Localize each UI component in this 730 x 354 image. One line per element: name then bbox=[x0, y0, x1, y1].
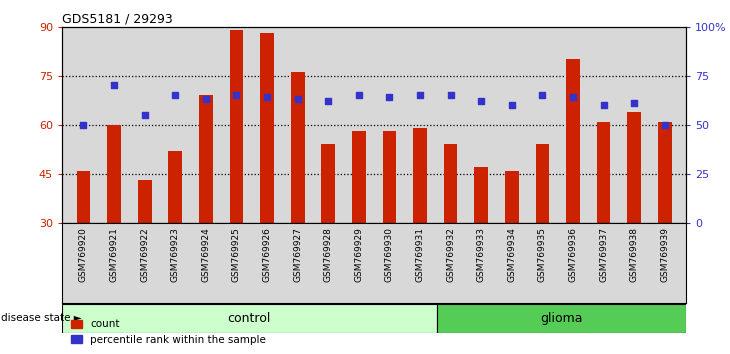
Text: GSM769929: GSM769929 bbox=[354, 227, 364, 282]
Text: GSM769935: GSM769935 bbox=[538, 227, 547, 282]
Point bbox=[323, 98, 334, 104]
Text: GSM769937: GSM769937 bbox=[599, 227, 608, 282]
Bar bbox=[199, 95, 212, 223]
Text: GSM769928: GSM769928 bbox=[323, 227, 333, 282]
Point bbox=[629, 100, 640, 106]
Text: GSM769927: GSM769927 bbox=[293, 227, 302, 282]
Text: GSM769932: GSM769932 bbox=[446, 227, 455, 282]
Point bbox=[353, 92, 365, 98]
Bar bbox=[107, 125, 121, 223]
Text: glioma: glioma bbox=[540, 312, 583, 325]
Point bbox=[169, 92, 181, 98]
Text: GSM769920: GSM769920 bbox=[79, 227, 88, 282]
Point bbox=[231, 92, 242, 98]
Bar bbox=[658, 121, 672, 223]
Bar bbox=[413, 128, 427, 223]
Bar bbox=[444, 144, 458, 223]
Text: control: control bbox=[228, 312, 271, 325]
Bar bbox=[260, 33, 274, 223]
Text: GSM769925: GSM769925 bbox=[232, 227, 241, 282]
Text: disease state ►: disease state ► bbox=[1, 313, 82, 323]
Text: GSM769921: GSM769921 bbox=[110, 227, 118, 282]
Point bbox=[598, 102, 610, 108]
Text: GSM769933: GSM769933 bbox=[477, 227, 485, 282]
Text: GSM769936: GSM769936 bbox=[569, 227, 577, 282]
Bar bbox=[566, 59, 580, 223]
Text: GSM769930: GSM769930 bbox=[385, 227, 394, 282]
Text: GSM769926: GSM769926 bbox=[263, 227, 272, 282]
Point bbox=[414, 92, 426, 98]
Bar bbox=[138, 181, 152, 223]
Point bbox=[475, 98, 487, 104]
Bar bbox=[229, 30, 243, 223]
Point bbox=[383, 95, 395, 100]
Point bbox=[506, 102, 518, 108]
Bar bbox=[383, 131, 396, 223]
Point bbox=[445, 92, 456, 98]
Point bbox=[292, 96, 304, 102]
Bar bbox=[352, 131, 366, 223]
Bar bbox=[627, 112, 641, 223]
Bar bbox=[62, 304, 437, 333]
Point bbox=[108, 82, 120, 88]
Text: GSM769939: GSM769939 bbox=[660, 227, 669, 282]
Bar bbox=[536, 144, 549, 223]
Bar bbox=[474, 167, 488, 223]
Bar bbox=[505, 171, 519, 223]
Legend: count, percentile rank within the sample: count, percentile rank within the sample bbox=[67, 315, 270, 349]
Point bbox=[200, 96, 212, 102]
Point bbox=[567, 95, 579, 100]
Bar bbox=[437, 304, 686, 333]
Bar bbox=[291, 73, 304, 223]
Point bbox=[77, 122, 89, 128]
Text: GSM769931: GSM769931 bbox=[415, 227, 425, 282]
Text: GSM769934: GSM769934 bbox=[507, 227, 516, 282]
Bar bbox=[321, 144, 335, 223]
Text: GSM769923: GSM769923 bbox=[171, 227, 180, 282]
Text: GSM769938: GSM769938 bbox=[630, 227, 639, 282]
Bar bbox=[169, 151, 182, 223]
Bar bbox=[596, 121, 610, 223]
Text: GSM769922: GSM769922 bbox=[140, 227, 149, 282]
Point bbox=[659, 122, 671, 128]
Point bbox=[261, 95, 273, 100]
Text: GSM769924: GSM769924 bbox=[201, 227, 210, 282]
Bar bbox=[77, 171, 91, 223]
Point bbox=[537, 92, 548, 98]
Text: GDS5181 / 29293: GDS5181 / 29293 bbox=[62, 12, 173, 25]
Point bbox=[139, 112, 150, 118]
